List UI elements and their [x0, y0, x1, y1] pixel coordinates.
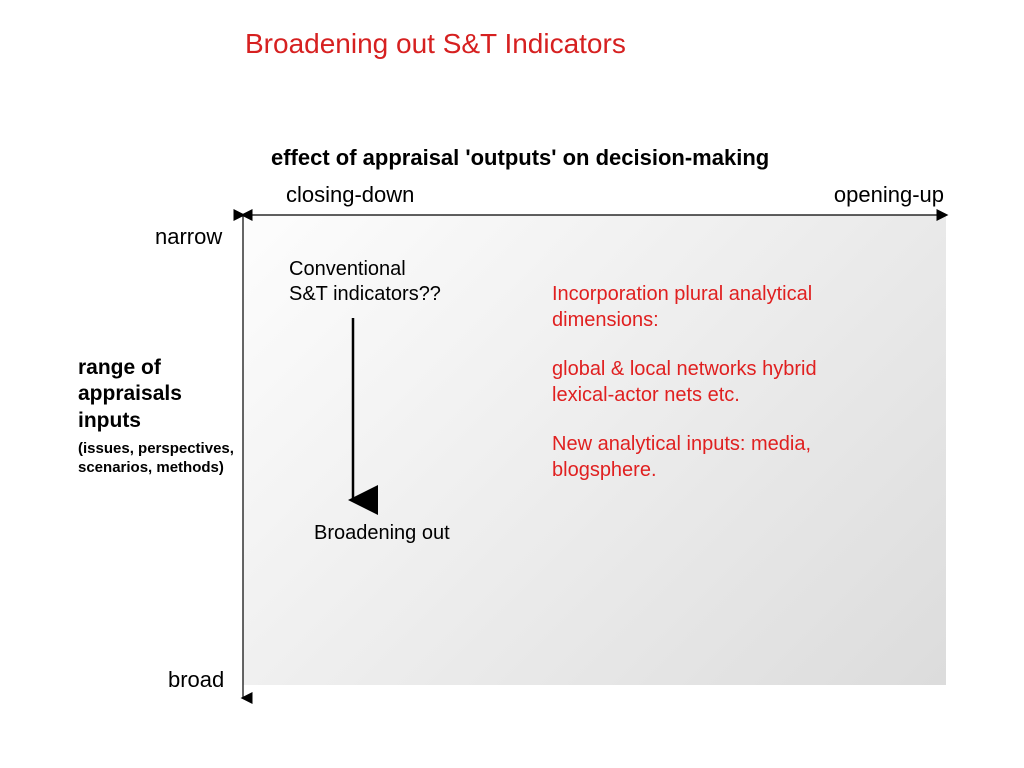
x-axis-right-label: opening-up	[834, 182, 944, 208]
x-axis-left-label: closing-down	[286, 182, 414, 208]
conventional-line2: S&T indicators??	[289, 283, 441, 305]
y-axis-title-block: range of appraisals inputs (issues, pers…	[78, 355, 248, 477]
y-axis-bottom-label: broad	[168, 667, 224, 693]
y-axis-top-label: narrow	[155, 224, 222, 250]
x-axis-title: effect of appraisal 'outputs' on decisio…	[271, 145, 769, 171]
conventional-line1: Conventional	[289, 258, 406, 280]
red-text-p1: Incorporation plural analytical dimensio…	[552, 282, 832, 333]
broadening-out-label: Broadening out	[314, 522, 450, 545]
conventional-label: Conventional S&T indicators??	[289, 257, 441, 307]
y-axis-title-main: range of appraisals inputs	[78, 355, 248, 434]
red-text-p3: New analytical inputs: media, blogsphere…	[552, 432, 832, 483]
y-axis-title-sub: (issues, perspectives, scenarios, method…	[78, 440, 248, 478]
red-analytical-text: Incorporation plural analytical dimensio…	[552, 282, 832, 484]
page-title: Broadening out S&T Indicators	[245, 28, 626, 60]
red-text-p2: global & local networks hybrid lexical-a…	[552, 357, 832, 408]
